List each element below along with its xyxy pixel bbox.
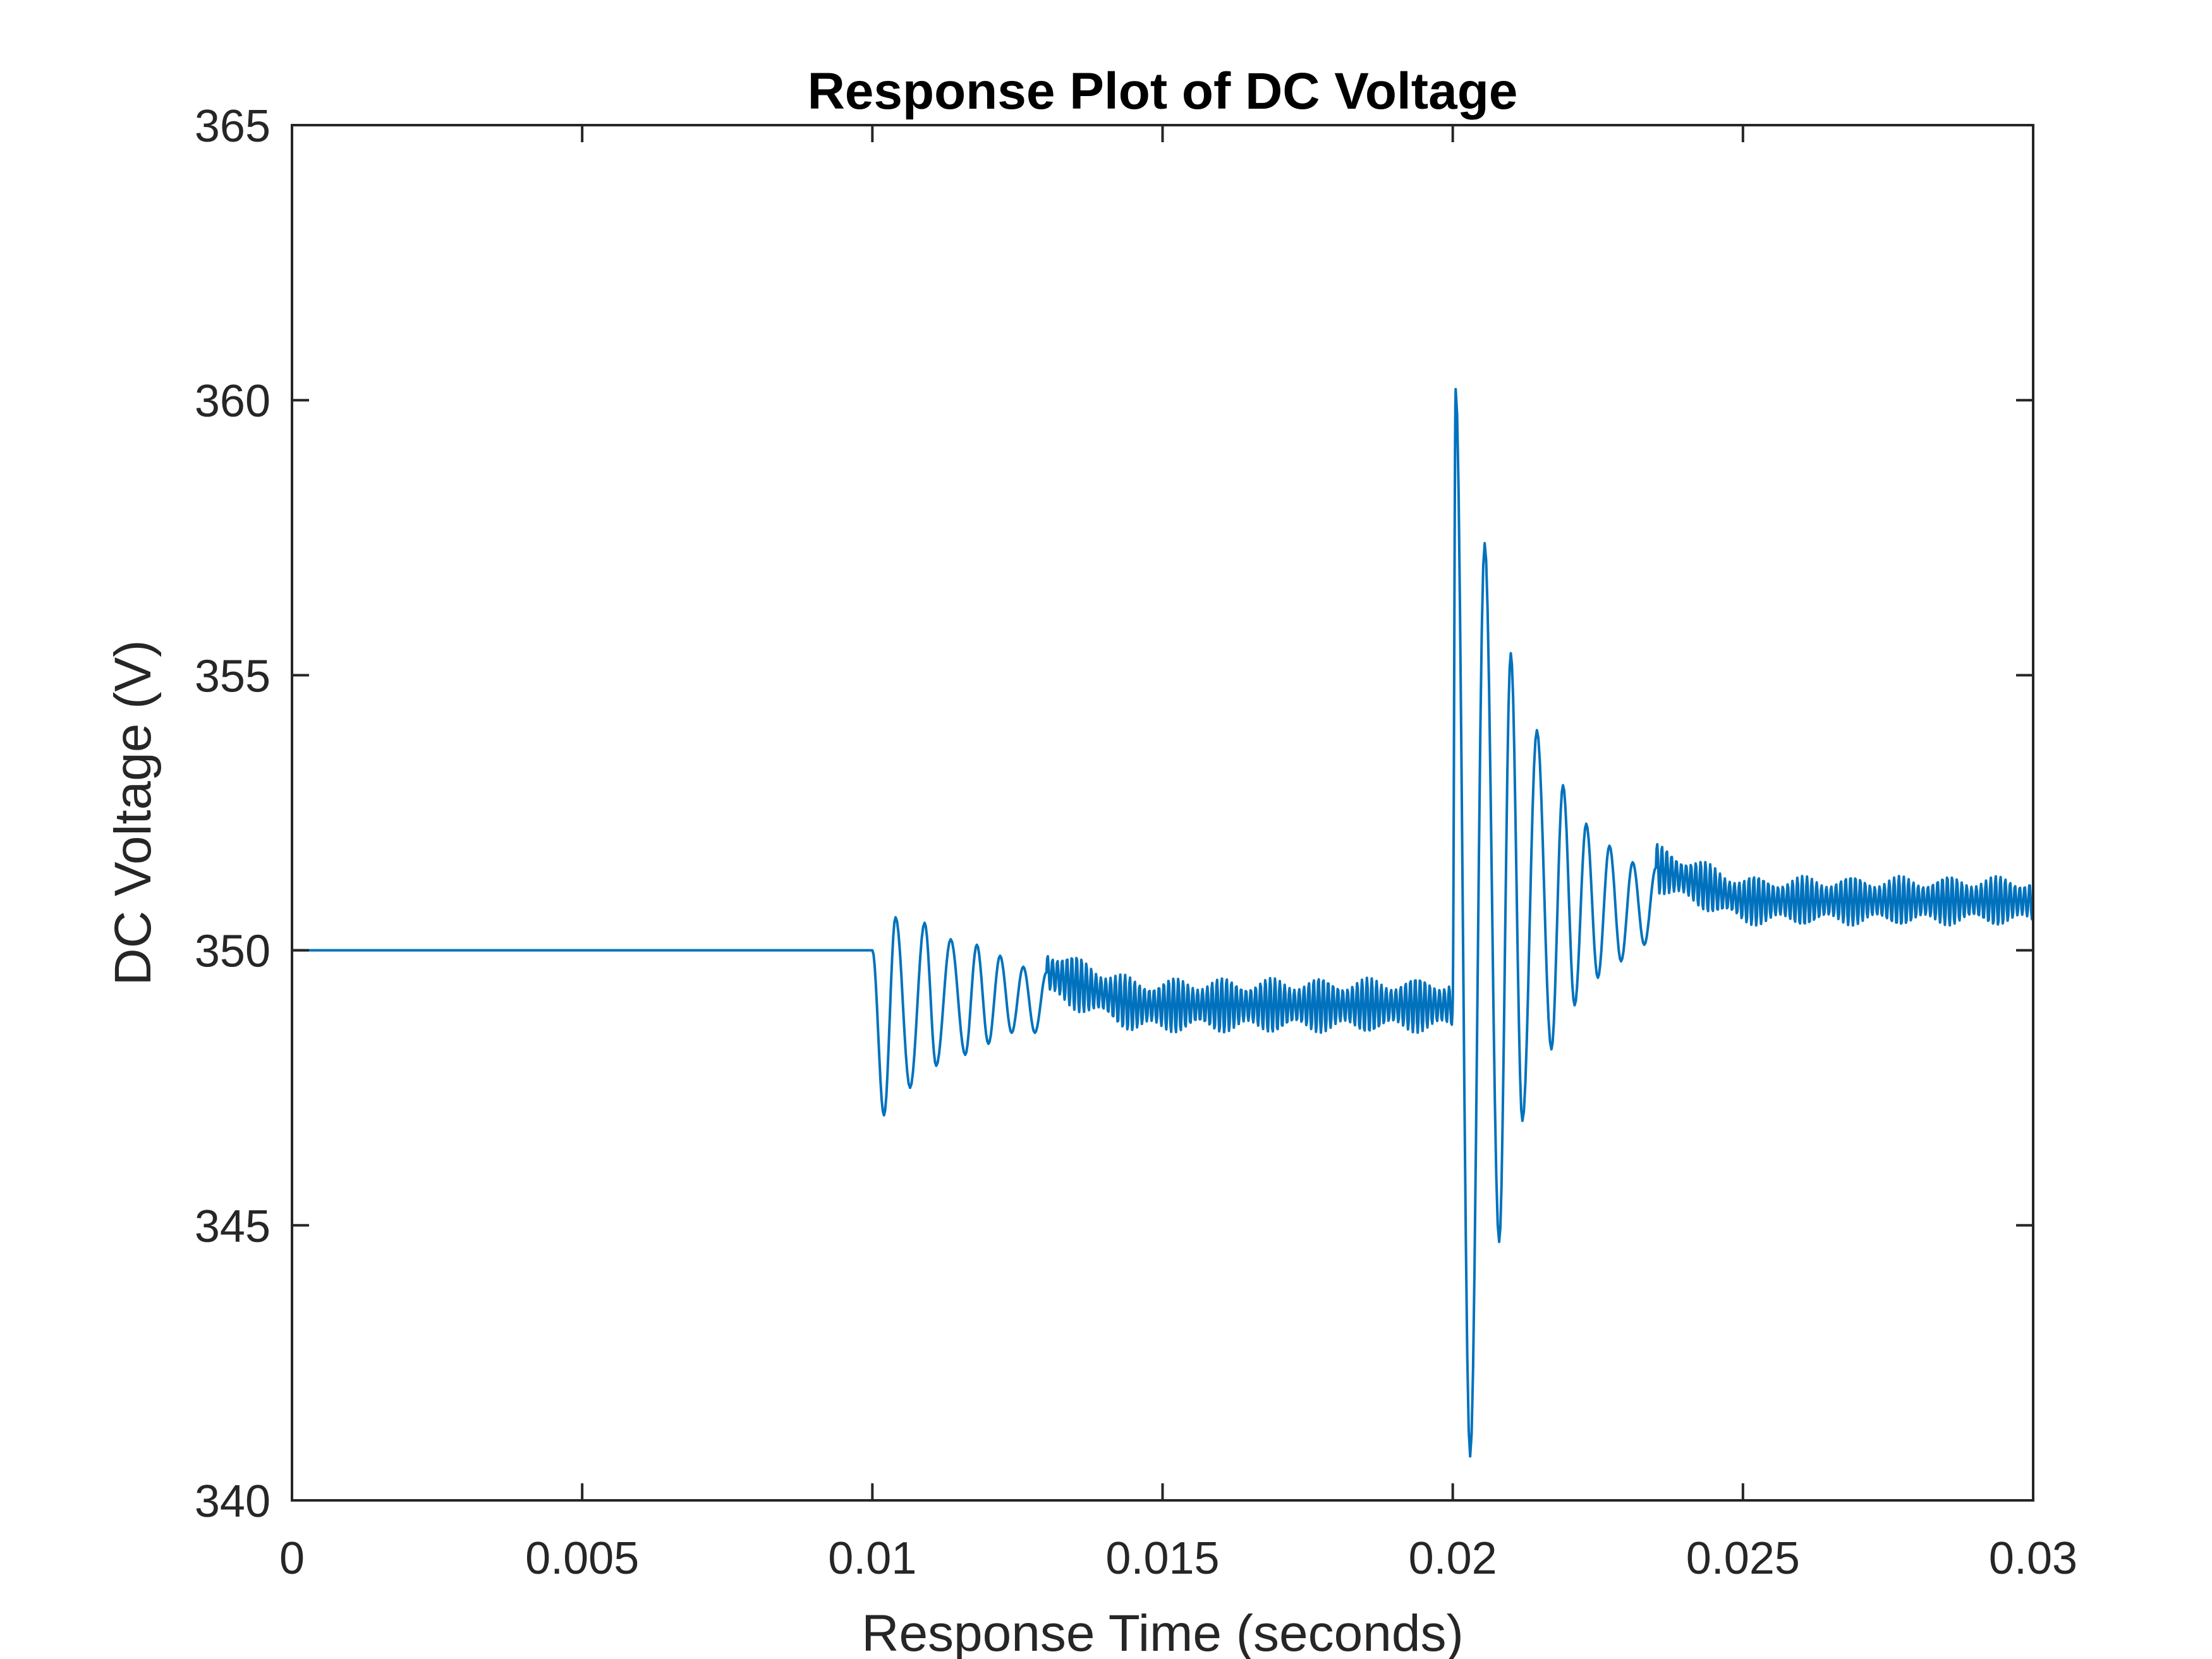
y-axis-tick-labels: 340 345 350 355 360 365: [195, 101, 270, 1527]
chart-title: Response Plot of DC Voltage: [808, 63, 1518, 120]
x-tick-label: 0.02: [1409, 1533, 1497, 1584]
y-axis-label: DC Voltage (V): [104, 640, 162, 986]
x-tick-label: 0.03: [1989, 1533, 2077, 1584]
x-tick-label: 0.015: [1105, 1533, 1219, 1584]
y-tick-label: 340: [195, 1476, 270, 1527]
y-tick-label: 345: [195, 1201, 270, 1252]
x-tick-label: 0.025: [1686, 1533, 1800, 1584]
dc-voltage-trace: [292, 387, 2033, 1458]
x-tick-label: 0.005: [525, 1533, 639, 1584]
plot-area: [291, 124, 2034, 1502]
y-tick-label: 365: [195, 101, 270, 152]
y-tick-label: 360: [195, 376, 270, 427]
dc-voltage-line: [292, 387, 2033, 1458]
x-tick-label: 0: [279, 1533, 305, 1584]
x-axis-tick-labels: 0 0.005 0.01 0.015 0.02 0.025 0.03: [279, 1533, 2077, 1584]
y-axis-ticks: [292, 124, 2033, 1502]
x-axis-label: Response Time (seconds): [861, 1605, 1464, 1659]
x-tick-label: 0.01: [828, 1533, 916, 1584]
x-axis-ticks: [291, 125, 2034, 1500]
y-tick-label: 350: [195, 927, 270, 977]
y-tick-label: 355: [195, 651, 270, 702]
